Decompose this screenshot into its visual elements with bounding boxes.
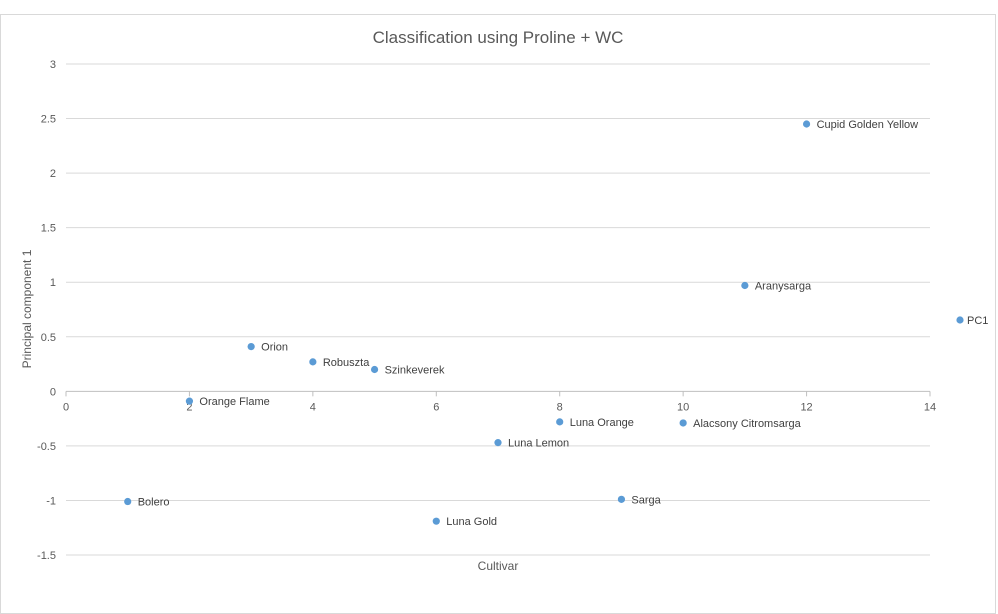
data-label: Orion <box>261 342 288 354</box>
y-tick-label: -1 <box>46 495 56 507</box>
data-labels: Bolero Orange Flame Orion Robuszta Szinkever… <box>138 119 918 528</box>
y-tick-labels: -1.5 -1 -0.5 0 0.5 1 1.5 2 2.5 3 <box>37 59 56 562</box>
data-label: Sarga <box>631 494 661 506</box>
data-point <box>741 281 749 290</box>
data-label: Luna Gold <box>446 516 497 528</box>
y-tick-label: 1.5 <box>41 223 56 235</box>
data-label: Luna Lemon <box>508 438 569 450</box>
legend-label: PC1 <box>967 315 988 327</box>
gridlines <box>66 63 930 556</box>
data-label: Alacsony Citromsarga <box>693 418 801 430</box>
legend: PC1 <box>956 315 988 327</box>
data-point <box>617 495 626 503</box>
data-point <box>494 439 502 447</box>
x-tick-label: 8 <box>557 401 563 413</box>
x-tick-labels: 0 2 4 6 8 10 12 14 <box>63 401 936 413</box>
data-label: Luna Orange <box>570 417 634 429</box>
x-tick-label: 12 <box>800 401 812 413</box>
data-point <box>247 342 255 351</box>
data-label: Robuszta <box>323 357 370 369</box>
data-point <box>432 517 440 525</box>
legend-marker <box>956 316 964 324</box>
data-label: Orange Flame <box>199 396 269 408</box>
y-tick-label: -0.5 <box>37 441 56 453</box>
data-point <box>185 397 194 405</box>
y-axis-title: Principal component 1 <box>20 249 34 368</box>
data-point <box>309 358 317 366</box>
x-tick-label: 0 <box>63 401 69 413</box>
y-tick-label: 0 <box>50 386 56 398</box>
data-label: Szinkeverek <box>385 365 445 377</box>
data-point <box>124 497 132 506</box>
y-tick-label: 3 <box>50 59 56 71</box>
y-tick-label: 2.5 <box>41 114 56 126</box>
axes <box>65 390 931 397</box>
data-point <box>556 418 564 426</box>
data-point <box>679 419 687 427</box>
data-label: Bolero <box>138 497 170 509</box>
x-tick-label: 10 <box>677 401 689 413</box>
x-tick-label: 14 <box>924 401 936 413</box>
x-tick-label: 2 <box>186 401 192 413</box>
y-tick-label: -1.5 <box>37 550 56 562</box>
x-tick-label: 4 <box>310 401 316 413</box>
data-points <box>124 120 811 525</box>
chart-title: Classification using Proline + WC <box>373 28 624 47</box>
data-point <box>802 120 811 128</box>
x-tick-label: 6 <box>433 401 439 413</box>
data-label: Aranysarga <box>755 280 812 292</box>
data-label: Cupid Golden Yellow <box>817 119 919 131</box>
data-point <box>370 365 379 374</box>
y-tick-label: 2 <box>50 168 56 180</box>
x-axis-title: Cultivar <box>478 559 519 573</box>
scatter-chart: Classification using Proline + WC -1.5-1… <box>20 28 988 573</box>
y-tick-label: 1 <box>50 277 56 289</box>
y-tick-label: 0.5 <box>41 332 56 344</box>
